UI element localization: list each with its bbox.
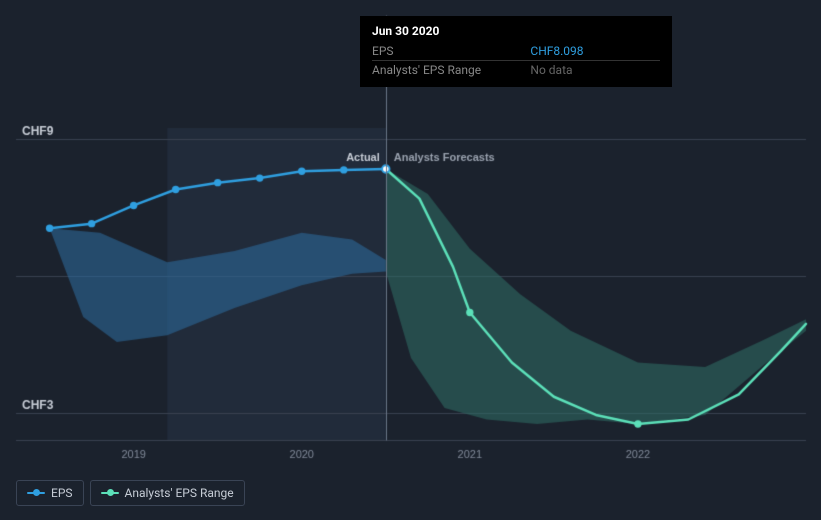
- legend-item-eps-range[interactable]: Analysts' EPS Range: [90, 480, 245, 506]
- tooltip-title: Jun 30 2020: [372, 24, 660, 38]
- legend-label: EPS: [51, 486, 73, 500]
- chart-tooltip: Jun 30 2020 EPSCHF8.098 Analysts' EPS Ra…: [360, 16, 672, 87]
- chart-legend: EPS Analysts' EPS Range: [16, 480, 245, 506]
- legend-item-eps[interactable]: EPS: [16, 480, 84, 506]
- legend-label: Analysts' EPS Range: [125, 486, 234, 500]
- tooltip-rows: EPSCHF8.098 Analysts' EPS RangeNo data: [372, 42, 660, 79]
